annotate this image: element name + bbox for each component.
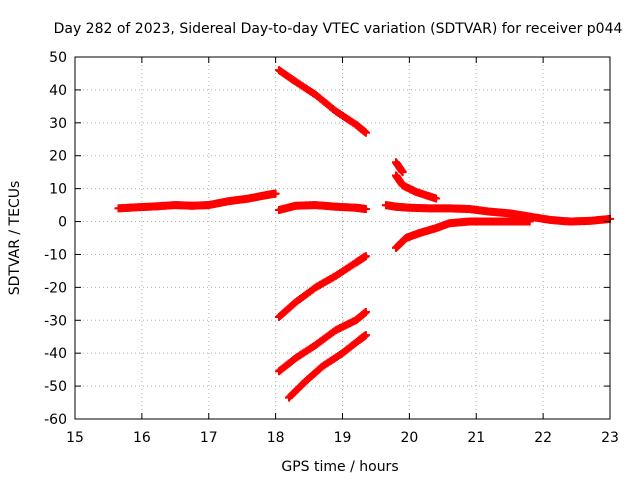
y-tick-label: 30 [49,116,67,132]
data-point [361,252,370,261]
data-point [271,189,280,198]
data-series [274,252,370,321]
y-tick-label: 10 [49,182,67,198]
x-axis-label: GPS time / hours [281,459,398,475]
data-series [381,201,614,226]
data-point [361,128,370,137]
data-point [361,308,370,317]
data-series [392,217,534,252]
plot-points [114,66,614,402]
x-tick-label: 18 [267,430,285,446]
y-tick-label: -30 [44,313,67,329]
y-tick-label: -40 [44,346,67,362]
axis-ticks [74,56,611,420]
x-tick-label: 20 [400,430,418,446]
x-tick-label: 17 [200,430,218,446]
x-tick-label: 16 [133,430,151,446]
x-tick-labels: 15 16 17 18 19 20 21 22 23 [66,430,619,446]
data-series [274,308,370,376]
data-series [274,201,370,215]
y-tick-label: 20 [49,149,67,165]
x-tick-label: 15 [66,430,84,446]
data-point [361,331,370,340]
data-point [525,217,534,226]
y-tick-label: -50 [44,379,67,395]
data-series [114,189,280,213]
y-tick-labels: 50 40 30 20 10 0 -10 -20 -30 -40 -50 -60 [44,50,67,428]
data-series [285,331,370,402]
x-tick-label: 21 [467,430,485,446]
data-point [361,205,370,214]
data-series [392,171,441,203]
x-tick-label: 19 [334,430,352,446]
x-tick-label: 23 [601,430,619,446]
y-tick-label: -60 [44,412,67,428]
y-tick-label: 40 [49,83,67,99]
data-series [274,66,370,137]
y-tick-label: 50 [49,50,67,66]
x-tick-label: 22 [534,430,552,446]
data-series [392,158,407,177]
y-axis-label: SDTVAR / TECUs [7,181,23,296]
y-tick-label: -20 [44,280,67,296]
data-point [432,194,441,203]
chart-title: Day 282 of 2023, Sidereal Day-to-day VTE… [54,21,623,37]
y-tick-label: 0 [58,215,67,231]
y-tick-label: -10 [44,247,67,263]
data-point [398,168,407,177]
